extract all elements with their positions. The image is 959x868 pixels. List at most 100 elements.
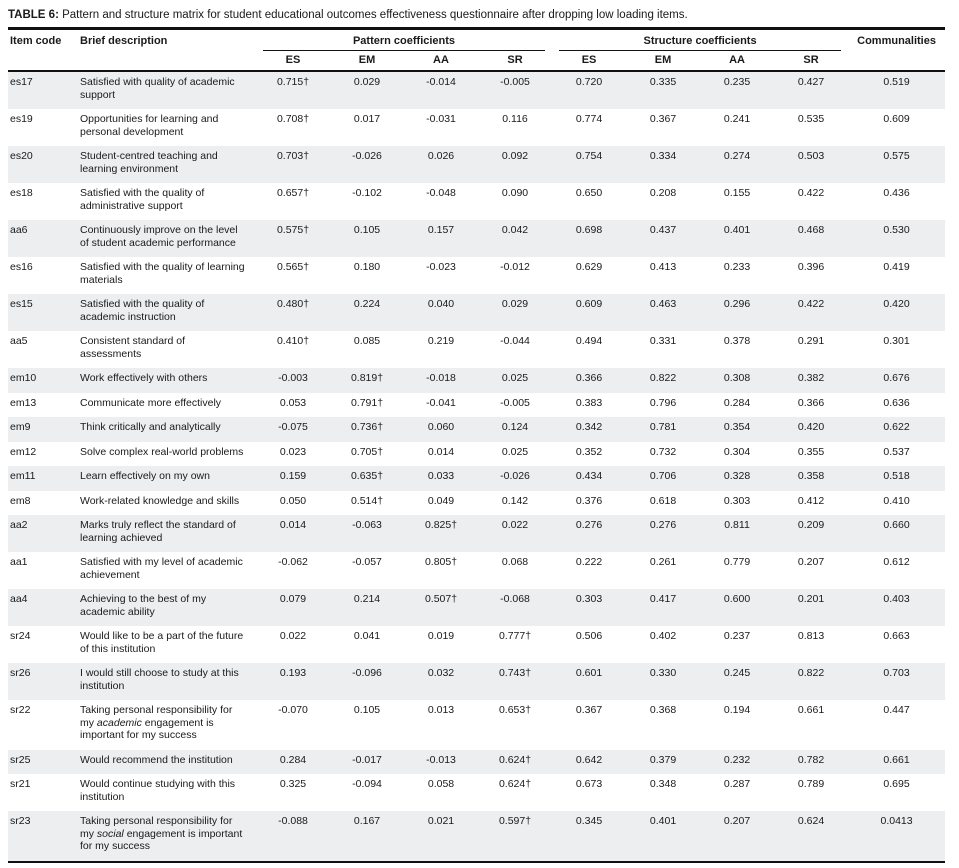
structure-coefficient-cell-sr: 0.355	[797, 445, 825, 458]
pattern-coefficient-cell-es: 0.023	[279, 445, 307, 458]
structure-coefficient-cell-sr: 0.422	[797, 298, 825, 310]
pattern-coefficient-cell-aa: 0.805†	[424, 556, 458, 568]
item-code-cell: em8	[10, 494, 31, 507]
pattern-coefficient-cell-es: 0.193	[279, 667, 307, 679]
structure-coefficient-cell-aa: 0.303	[723, 494, 751, 507]
pattern-coefficient-cell-sr: -0.068	[500, 593, 530, 605]
item-code-cell: es17	[10, 76, 33, 88]
structure-coefficient-cell-em: 0.331	[649, 335, 677, 347]
brief-description-cell: Solve complex real-world problems	[80, 445, 244, 458]
communality-cell: 0.518	[883, 470, 910, 482]
structure-coefficient-cell-aa: 0.207	[723, 815, 751, 827]
structure-coefficient-cell-es: 0.276	[575, 519, 603, 531]
structure-coefficient-cell-aa: 0.779	[723, 556, 751, 568]
brief-description-cell: Satisfied with the quality of academic i…	[80, 298, 205, 323]
pattern-coefficient-cell-aa: -0.048	[426, 187, 456, 199]
brief-description-cell: Would continue studying with this instit…	[80, 778, 236, 803]
pattern-coefficient-cell-aa: 0.507†	[424, 593, 458, 605]
pattern-coefficient-cell-es: 0.325	[279, 778, 307, 790]
pattern-coefficient-cell-aa: 0.040	[427, 298, 455, 310]
pattern-coefficient-cell-em: -0.017	[352, 753, 382, 766]
item-code-cell: em9	[10, 421, 31, 433]
pattern-coefficient-cell-em: 0.105	[353, 224, 381, 236]
structure-coefficient-cell-aa: 0.600	[723, 593, 751, 605]
subheader-pattern-es: ES	[285, 54, 301, 66]
structure-coefficient-cell-sr: 0.366	[797, 396, 825, 409]
structure-coefficient-cell-em: 0.618	[649, 494, 677, 507]
column-header-item-code: Item code	[10, 35, 62, 47]
table-notes: Note: Extraction method: principal axis …	[8, 863, 945, 868]
pattern-coefficient-cell-em: 0.085	[353, 335, 381, 347]
communality-cell: 0.436	[883, 187, 910, 199]
structure-coefficient-cell-aa: 0.378	[723, 335, 751, 347]
communality-cell: 0.519	[883, 76, 910, 88]
structure-coefficient-cell-es: 0.367	[575, 704, 603, 716]
pattern-coefficient-cell-sr: 0.777†	[498, 630, 532, 642]
communality-cell: 0.447	[883, 704, 910, 716]
communality-cell: 0.403	[883, 593, 910, 605]
structure-coefficient-cell-es: 0.376	[575, 494, 603, 507]
communality-cell: 0.575	[883, 150, 910, 162]
pattern-coefficient-cell-em: -0.094	[352, 778, 382, 790]
pattern-coefficient-cell-em: 0.224	[353, 298, 381, 310]
pattern-coefficient-cell-es: 0.159	[279, 470, 307, 482]
subheader-row: ES EM AA SR ES EM AA SR	[8, 51, 945, 71]
pattern-coefficient-cell-sr: -0.012	[500, 261, 530, 273]
pattern-coefficient-cell-aa: 0.032	[427, 667, 455, 679]
structure-coefficient-cell-em: 0.437	[649, 224, 677, 236]
structure-coefficient-cell-es: 0.642	[575, 753, 603, 766]
brief-description-cell: Work effectively with others	[80, 372, 208, 384]
table-row: sr26 I would still choose to study at thi…	[8, 663, 946, 700]
structure-coefficient-cell-sr: 0.822	[797, 667, 825, 679]
table-row: em10 Work effectively with others -0.003 0.…	[8, 368, 946, 393]
item-code-cell: sr21	[10, 778, 31, 790]
structure-coefficient-cell-aa: 0.232	[723, 753, 751, 766]
pattern-coefficient-cell-aa: 0.058	[427, 778, 455, 790]
subheader-structure-em: EM	[654, 54, 672, 66]
brief-description-cell: Satisfied with the quality of administra…	[80, 187, 205, 212]
structure-coefficient-cell-es: 0.609	[575, 298, 603, 310]
structure-coefficient-cell-aa: 0.245	[723, 667, 751, 679]
pattern-coefficient-cell-es: 0.480†	[276, 298, 310, 310]
pattern-coefficient-cell-es: -0.062	[278, 556, 308, 568]
pattern-coefficient-cell-sr: -0.044	[500, 335, 530, 347]
item-code-cell: es20	[10, 150, 33, 162]
structure-coefficient-cell-aa: 0.241	[723, 113, 751, 125]
pattern-coefficient-cell-aa: 0.219	[427, 335, 455, 347]
column-header-brief-description: Brief description	[80, 35, 168, 47]
structure-coefficient-cell-em: 0.402	[649, 630, 677, 642]
structure-coefficient-cell-aa: 0.284	[723, 396, 751, 409]
pattern-coefficient-cell-es: 0.715†	[276, 76, 310, 88]
structure-coefficient-cell-em: 0.330	[649, 667, 677, 679]
pattern-coefficient-cell-em: 0.167	[353, 815, 381, 827]
structure-coefficient-cell-sr: 0.468	[797, 224, 825, 236]
structure-coefficient-cell-es: 0.383	[575, 396, 603, 409]
pattern-coefficient-cell-aa: 0.013	[427, 704, 455, 716]
structure-coefficient-cell-em: 0.732	[649, 445, 677, 458]
table-row: em11 Learn effectively on my own 0.159 0.63…	[8, 466, 946, 491]
brief-description-cell: Would like to be a part of the future of…	[80, 630, 244, 655]
group-header-structure-label: Structure coefficients	[559, 35, 842, 51]
pattern-coefficient-cell-em: 0.705†	[350, 445, 384, 458]
pattern-coefficient-cell-em: 0.819†	[350, 372, 384, 384]
subheader-structure-es: ES	[581, 54, 597, 66]
item-code-cell: sr26	[10, 667, 31, 679]
brief-description-cell: Achieving to the best of my academic abi…	[80, 593, 207, 618]
table-row: em12 Solve complex real-world problems 0.0…	[8, 442, 945, 467]
structure-coefficient-cell-es: 0.366	[575, 372, 603, 384]
brief-description-cell: Satisfied with my level of academic achi…	[80, 556, 243, 581]
structure-coefficient-cell-es: 0.434	[575, 470, 603, 482]
structure-coefficient-cell-aa: 0.237	[723, 630, 751, 642]
structure-coefficient-cell-em: 0.334	[649, 150, 677, 162]
pattern-structure-matrix-table: Item code Brief description Pattern coef…	[8, 30, 946, 863]
communality-cell: 0.301	[883, 335, 910, 347]
brief-description-cell: Would recommend the institution	[80, 753, 233, 766]
table-row: em9 Think critically and analytically -0.0…	[8, 417, 946, 442]
pattern-coefficient-cell-em: 0.029	[353, 76, 381, 88]
pattern-coefficient-cell-es: 0.575†	[276, 224, 310, 236]
brief-description-cell: Satisfied with the quality of learning m…	[80, 261, 245, 286]
pattern-coefficient-cell-sr: 0.653†	[498, 704, 532, 716]
structure-coefficient-cell-aa: 0.233	[723, 261, 751, 273]
structure-coefficient-cell-es: 0.629	[575, 261, 603, 273]
pattern-coefficient-cell-aa: -0.031	[426, 113, 456, 125]
